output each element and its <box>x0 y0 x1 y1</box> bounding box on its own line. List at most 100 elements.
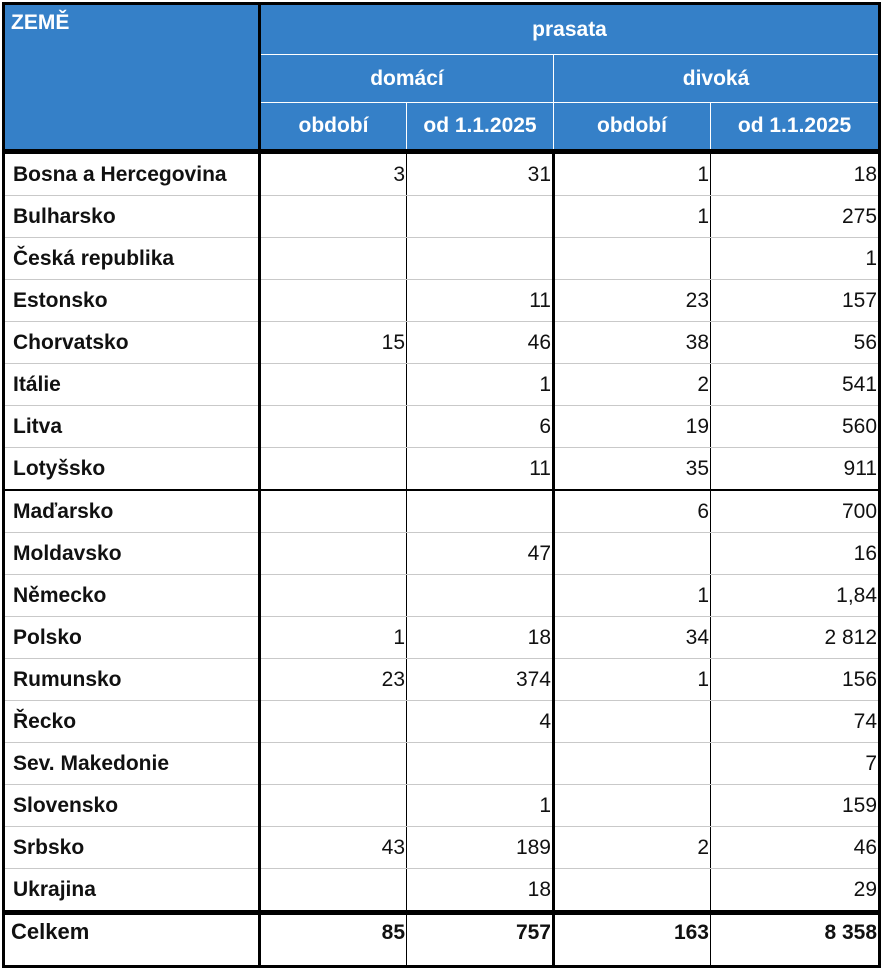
total-domestic-period: 85 <box>258 910 407 968</box>
domestic-since-cell: 11 <box>406 279 554 322</box>
domestic-period-cell <box>258 279 407 322</box>
country-name: Moldavsko <box>2 532 261 575</box>
domestic-period-cell <box>258 574 407 617</box>
wild-period-cell: 2 <box>552 826 711 869</box>
wild-period-cell <box>552 237 711 280</box>
table-row: Estonsko 11 23 157 <box>2 279 882 322</box>
country-name: Polsko <box>2 616 261 659</box>
domestic-since-cell <box>406 490 554 533</box>
domestic-period-cell: 43 <box>258 826 407 869</box>
domestic-since-cell: 31 <box>406 151 554 196</box>
domestic-since-cell: 1 <box>406 784 554 827</box>
domestic-since-cell: 6 <box>406 405 554 448</box>
country-name: Chorvatsko <box>2 321 261 364</box>
country-name: Estonsko <box>2 279 261 322</box>
country-name: Slovensko <box>2 784 261 827</box>
table-row: Řecko 4 74 <box>2 700 882 743</box>
table-row: Sev. Makedonie 7 <box>2 742 882 785</box>
header-wild-since: od 1.1.2025 <box>709 102 882 154</box>
header-domestic-period: období <box>258 102 407 154</box>
domestic-since-cell: 47 <box>406 532 554 575</box>
table-row: Ukrajina 18 29 <box>2 868 882 913</box>
domestic-period-cell <box>258 700 407 743</box>
domestic-since-cell: 11 <box>406 447 554 491</box>
domestic-period-cell: 15 <box>258 321 407 364</box>
table-row: Moldavsko 47 16 <box>2 532 882 575</box>
wild-since-cell: 159 <box>709 784 882 827</box>
wild-period-cell: 1 <box>552 195 711 238</box>
wild-since-cell: 156 <box>709 658 882 701</box>
wild-since-cell: 29 <box>709 868 882 913</box>
domestic-since-cell: 374 <box>406 658 554 701</box>
country-name: Bosna a Hercegovina <box>2 151 261 196</box>
table-body: Bosna a Hercegovina 3 31 1 18 Bulharsko 1 275 … <box>2 151 882 968</box>
table-row: Maďarsko 6 700 <box>2 490 882 533</box>
domestic-since-cell <box>406 237 554 280</box>
wild-period-cell <box>552 532 711 575</box>
domestic-period-cell <box>258 447 407 491</box>
wild-since-cell: 1 <box>709 237 882 280</box>
wild-since-cell: 2 812 <box>709 616 882 659</box>
domestic-since-cell <box>406 742 554 785</box>
total-label: Celkem <box>2 910 261 968</box>
table-row: Itálie 1 2 541 <box>2 363 882 406</box>
wild-since-cell: 1,84 <box>709 574 882 617</box>
header-pigs: prasata <box>259 2 882 55</box>
wild-period-cell: 19 <box>552 405 711 448</box>
wild-since-cell: 18 <box>709 151 882 196</box>
header-row-mid: domácí divoká <box>4 54 882 103</box>
domestic-period-cell <box>258 868 407 913</box>
country-name: Rumunsko <box>2 658 261 701</box>
wild-since-cell: 541 <box>709 363 882 406</box>
country-name: Lotyšsko <box>2 447 261 491</box>
wild-period-cell: 1 <box>552 658 711 701</box>
header-wild: divoká <box>552 54 882 103</box>
wild-since-cell: 560 <box>709 405 882 448</box>
wild-period-cell: 1 <box>552 574 711 617</box>
wild-since-cell: 157 <box>709 279 882 322</box>
wild-period-cell: 1 <box>552 151 711 196</box>
wild-period-cell: 38 <box>552 321 711 364</box>
country-name: Česká republika <box>2 237 261 280</box>
table-row: Bosna a Hercegovina 3 31 1 18 <box>2 151 882 196</box>
country-name: Řecko <box>2 700 261 743</box>
table-row: Polsko 1 18 34 2 812 <box>2 616 882 659</box>
wild-period-cell: 34 <box>552 616 711 659</box>
domestic-since-cell: 1 <box>406 363 554 406</box>
total-domestic-since: 757 <box>406 910 554 968</box>
domestic-since-cell: 46 <box>406 321 554 364</box>
header-domestic-since: od 1.1.2025 <box>406 102 554 154</box>
table-row: Srbsko 43 189 2 46 <box>2 826 882 869</box>
domestic-since-cell <box>406 195 554 238</box>
country-name: Srbsko <box>2 826 261 869</box>
wild-period-cell <box>552 700 711 743</box>
domestic-period-cell <box>258 363 407 406</box>
wild-period-cell <box>552 784 711 827</box>
domestic-period-cell: 23 <box>258 658 407 701</box>
country-name: Litva <box>2 405 261 448</box>
table-header: ZEMĚ prasata domácí divoká období od 1.1… <box>2 2 882 154</box>
total-row: Celkem 85 757 163 8 358 <box>2 910 882 968</box>
table-row: Chorvatsko 15 46 38 56 <box>2 321 882 364</box>
domestic-since-cell: 4 <box>406 700 554 743</box>
total-wild-period: 163 <box>552 910 711 968</box>
country-name: Itálie <box>2 363 261 406</box>
domestic-period-cell <box>258 532 407 575</box>
wild-period-cell <box>552 868 711 913</box>
wild-period-cell: 2 <box>552 363 711 406</box>
domestic-period-cell: 1 <box>258 616 407 659</box>
domestic-period-cell: 3 <box>258 151 407 196</box>
domestic-period-cell <box>258 405 407 448</box>
country-name: Maďarsko <box>2 490 261 533</box>
header-wild-period: období <box>553 102 711 154</box>
table-row: Rumunsko 23 374 1 156 <box>2 658 882 701</box>
wild-since-cell: 7 <box>709 742 882 785</box>
domestic-since-cell: 18 <box>406 616 554 659</box>
wild-since-cell: 46 <box>709 826 882 869</box>
country-name: Německo <box>2 574 261 617</box>
wild-since-cell: 700 <box>709 490 882 533</box>
wild-period-cell: 23 <box>552 279 711 322</box>
domestic-period-cell <box>258 490 407 533</box>
